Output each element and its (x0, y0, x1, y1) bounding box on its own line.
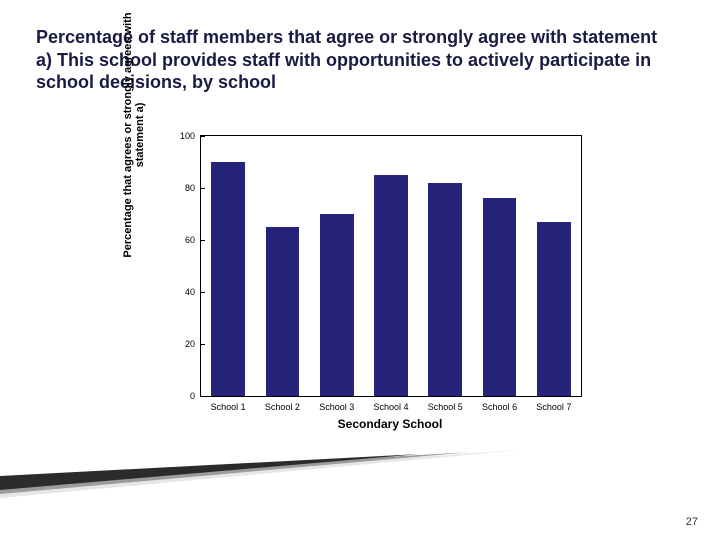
y-tick: 60 (185, 235, 201, 245)
x-tick: School 1 (211, 396, 246, 412)
x-tick: School 2 (265, 396, 300, 412)
x-axis-label: Secondary School (200, 417, 580, 431)
x-tick: School 5 (428, 396, 463, 412)
decorative-swoosh (0, 440, 720, 500)
x-tick: School 7 (536, 396, 571, 412)
bar (483, 198, 517, 396)
bar-chart: Percentage that agrees or strongly agree… (150, 125, 605, 435)
bar (320, 214, 354, 396)
x-tick: School 6 (482, 396, 517, 412)
bar (266, 227, 300, 396)
bar (211, 162, 245, 396)
x-tick: School 3 (319, 396, 354, 412)
bar (374, 175, 408, 396)
y-tick: 0 (190, 391, 201, 401)
y-tick: 100 (180, 131, 201, 141)
y-tick: 40 (185, 287, 201, 297)
bar (428, 183, 462, 396)
y-axis-label: Percentage that agrees or strongly agree… (122, 5, 146, 265)
page-number: 27 (686, 516, 698, 528)
plot-area: 020406080100School 1School 2School 3Scho… (200, 135, 582, 397)
y-tick: 20 (185, 339, 201, 349)
y-tick: 80 (185, 183, 201, 193)
x-tick: School 4 (373, 396, 408, 412)
bar (537, 222, 571, 396)
